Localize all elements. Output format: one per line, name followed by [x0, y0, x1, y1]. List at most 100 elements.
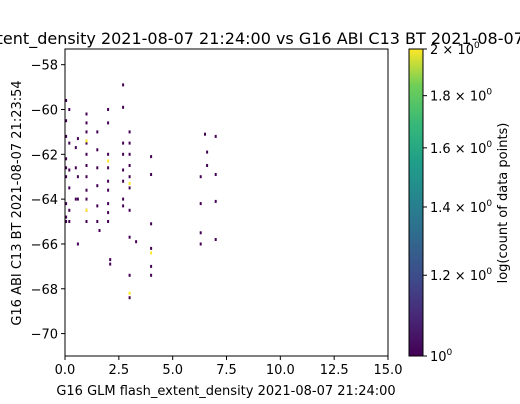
x-tick-label: 2.5 — [108, 363, 129, 378]
heatmap-cell — [128, 296, 131, 300]
heatmap-cell — [199, 202, 202, 206]
y-tick-label: −58 — [31, 59, 58, 74]
heatmap-cell — [150, 273, 153, 277]
heatmap-cell — [122, 204, 125, 208]
heatmap-cell — [199, 231, 202, 235]
heatmap-cell — [109, 258, 112, 262]
heatmap-cell — [68, 141, 71, 145]
heatmap-cell — [128, 141, 131, 145]
heatmap-cell — [96, 204, 99, 208]
heatmap-cell — [96, 166, 99, 170]
heatmap-cell — [128, 175, 131, 179]
heatmap-cell — [85, 121, 88, 125]
heatmap-cell — [109, 262, 112, 266]
heatmap-cell — [65, 119, 68, 123]
heatmap-cell — [128, 182, 131, 185]
x-tick-label: 0.0 — [55, 363, 76, 378]
heatmap-cell — [107, 159, 110, 163]
heatmap-cell — [107, 202, 110, 206]
heatmap-cell — [65, 202, 68, 206]
heatmap-cell — [107, 188, 110, 192]
heatmap-cell — [65, 175, 68, 179]
heatmap-cell — [85, 152, 88, 156]
heatmap-cell — [135, 240, 138, 244]
heatmap-cell — [150, 246, 153, 250]
heatmap-cell — [199, 242, 202, 246]
heatmap-cell — [96, 130, 99, 134]
heatmap-cell — [150, 222, 153, 226]
heatmap-cell — [206, 150, 209, 154]
y-tick-label: −62 — [31, 148, 58, 163]
x-tick-label: 15.0 — [374, 363, 403, 378]
heatmap-cell — [85, 130, 88, 134]
heatmap-cell — [65, 220, 68, 223]
heatmap-cell — [122, 83, 125, 87]
heatmap-cell — [68, 108, 71, 111]
y-axis: −70 −68 −66 −64 −62 −60 −58 — [31, 59, 65, 343]
heatmap-cell — [150, 155, 153, 159]
x-axis-label: G16 GLM flash_extent_density 2021-08-07 … — [56, 384, 395, 399]
heatmap-cell — [214, 238, 217, 241]
heatmap-cell — [214, 134, 217, 138]
heatmap-cell — [128, 208, 131, 212]
colorbar-tick-label: 1.6 × 100 — [430, 140, 492, 157]
heatmap-cell — [107, 152, 110, 156]
heatmap-cell — [85, 188, 88, 192]
heatmap-cell — [122, 141, 125, 145]
heatmap-cell — [76, 242, 79, 246]
heatmap-cell — [76, 137, 79, 141]
heatmap-cell — [107, 108, 110, 111]
y-tick-label: −60 — [31, 104, 58, 119]
heatmap-cell — [68, 168, 71, 172]
heatmap-cell — [96, 184, 99, 188]
heatmap-cell — [128, 164, 131, 167]
heatmap-cell — [122, 197, 125, 201]
heatmap-cell — [199, 175, 202, 179]
chart-title: G16 GLM flash_extent_density 2021-08-07 … — [0, 29, 520, 49]
colorbar-tick-label: 1.4 × 100 — [430, 199, 492, 216]
heatmap-cell — [122, 152, 125, 156]
heatmap-cell — [204, 132, 206, 136]
heatmap-cell — [122, 168, 125, 172]
heatmap-cell — [128, 291, 131, 295]
heatmap-cell — [74, 166, 77, 170]
y-tick-label: −64 — [31, 193, 58, 208]
heatmap-cell — [85, 220, 88, 223]
colorbar-tick-label: 100 — [430, 348, 453, 365]
heatmap-cell — [107, 121, 110, 125]
heatmap-cell — [214, 173, 217, 176]
heatmap-cell — [65, 99, 68, 102]
heatmap-cell — [214, 199, 217, 203]
colorbar-tick-label: 1.2 × 100 — [430, 267, 492, 284]
heatmap-cell — [76, 197, 79, 201]
colorbar-tick-label: 1.8 × 100 — [430, 88, 492, 105]
heatmap-cell — [150, 251, 153, 255]
heatmap-cell — [96, 148, 99, 152]
y-tick-label: −70 — [31, 328, 58, 343]
heatmap-cell — [128, 273, 131, 277]
heatmap-cell — [128, 130, 131, 134]
heatmap-cell — [150, 264, 153, 268]
heatmap-cell — [122, 179, 125, 183]
heatmap-cell — [85, 208, 88, 212]
heatmap-cells — [65, 83, 217, 300]
plot-area-frame — [64, 48, 389, 357]
heatmap-cell — [107, 220, 110, 223]
heatmap-cell — [74, 146, 77, 150]
heatmap-cell — [85, 139, 88, 143]
heatmap-cell — [65, 157, 68, 161]
x-tick-label: 12.5 — [320, 363, 349, 378]
heatmap-cell — [96, 220, 99, 223]
heatmap-cell — [76, 175, 79, 179]
heatmap-cell — [128, 186, 131, 190]
heatmap-cell — [85, 164, 88, 167]
heatmap-cell — [107, 211, 110, 215]
heatmap-cell — [150, 173, 153, 176]
x-tick-label: 10.0 — [266, 363, 295, 378]
heatmap-cell — [107, 166, 110, 170]
heatmap-cell — [206, 164, 209, 167]
heatmap-cell — [65, 134, 68, 138]
heatmap-cell — [74, 197, 77, 201]
heatmap-cell — [128, 235, 131, 239]
